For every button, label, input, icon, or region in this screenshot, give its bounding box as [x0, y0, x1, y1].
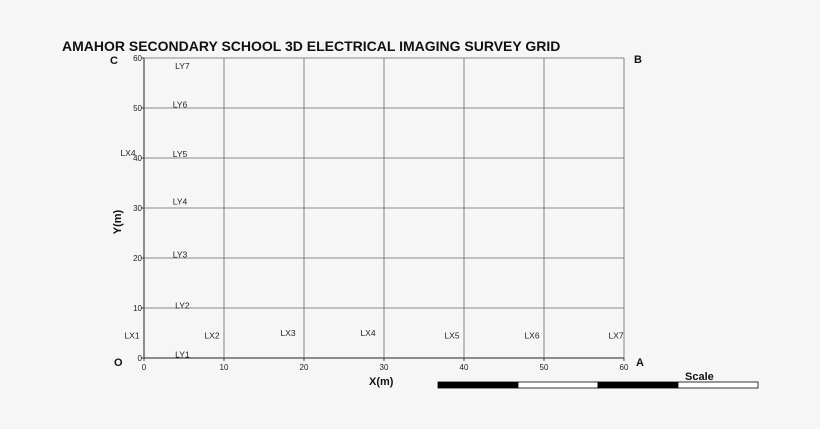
scale-label: Scale: [685, 371, 714, 383]
scale-segment-2: [517, 381, 599, 389]
survey-line-label-lx1: LX1: [124, 331, 139, 341]
y-tick-label: 30: [133, 204, 142, 213]
survey-line-label-ly5: LY5: [173, 149, 188, 159]
survey-line-label-lx7: LX7: [608, 331, 623, 341]
survey-line-label-ly7: LY7: [175, 61, 190, 71]
y-tick-label: 40: [133, 154, 142, 163]
y-tick-label: 20: [133, 254, 142, 263]
grid-layer: [143, 57, 625, 359]
survey-line-label-lx4: LX4: [120, 148, 135, 158]
y-tick-label: 50: [133, 104, 142, 113]
scale-segment-4: [677, 381, 759, 389]
x-tick-label: 40: [460, 363, 469, 372]
survey-line-label-ly3: LY3: [173, 250, 188, 260]
corner-label-b: B: [634, 54, 642, 66]
corner-label-a: A: [636, 357, 644, 369]
x-axis-title: X(m): [369, 376, 394, 388]
survey-line-label-lx3: LX3: [280, 328, 295, 338]
scale-segment-1: [437, 381, 519, 389]
scale-segment-3: [597, 381, 679, 389]
survey-line-label-lx4: LX4: [360, 328, 375, 338]
survey-line-label-lx2: LX2: [204, 331, 219, 341]
corner-label-c: C: [110, 55, 118, 67]
survey-line-label-lx5: LX5: [444, 331, 459, 341]
x-tick-label: 60: [620, 363, 629, 372]
corner-label-o: O: [114, 357, 123, 369]
y-tick-label: 10: [133, 304, 142, 313]
y-tick-label: 0: [138, 354, 143, 363]
survey-line-label-ly6: LY6: [173, 100, 188, 110]
x-tick-label: 20: [300, 363, 309, 372]
survey-line-label-ly2: LY2: [175, 301, 190, 311]
diagram-title: AMAHOR SECONDARY SCHOOL 3D ELECTRICAL IM…: [62, 38, 560, 54]
y-axis-title: Y(m): [112, 209, 124, 234]
tick-layer: 0 10 20 30 40 50 60 0 10 20 30 40 50 60: [133, 54, 629, 372]
scale-bar: Scale: [437, 371, 759, 389]
x-tick-label: 0: [142, 363, 147, 372]
survey-line-label-ly1: LY1: [175, 350, 190, 360]
x-tick-label: 10: [220, 363, 229, 372]
line-label-layer: LX1 LX2 LX3 LX4 LX5 LX6 LX7 LX4 LY1 LY2 LY3 LY4 LY5 L…: [120, 61, 623, 360]
survey-line-label-ly4: LY4: [173, 197, 188, 207]
x-tick-label: 30: [380, 363, 389, 372]
survey-line-label-lx6: LX6: [524, 331, 539, 341]
y-tick-label: 60: [133, 54, 142, 63]
x-tick-label: 50: [540, 363, 549, 372]
